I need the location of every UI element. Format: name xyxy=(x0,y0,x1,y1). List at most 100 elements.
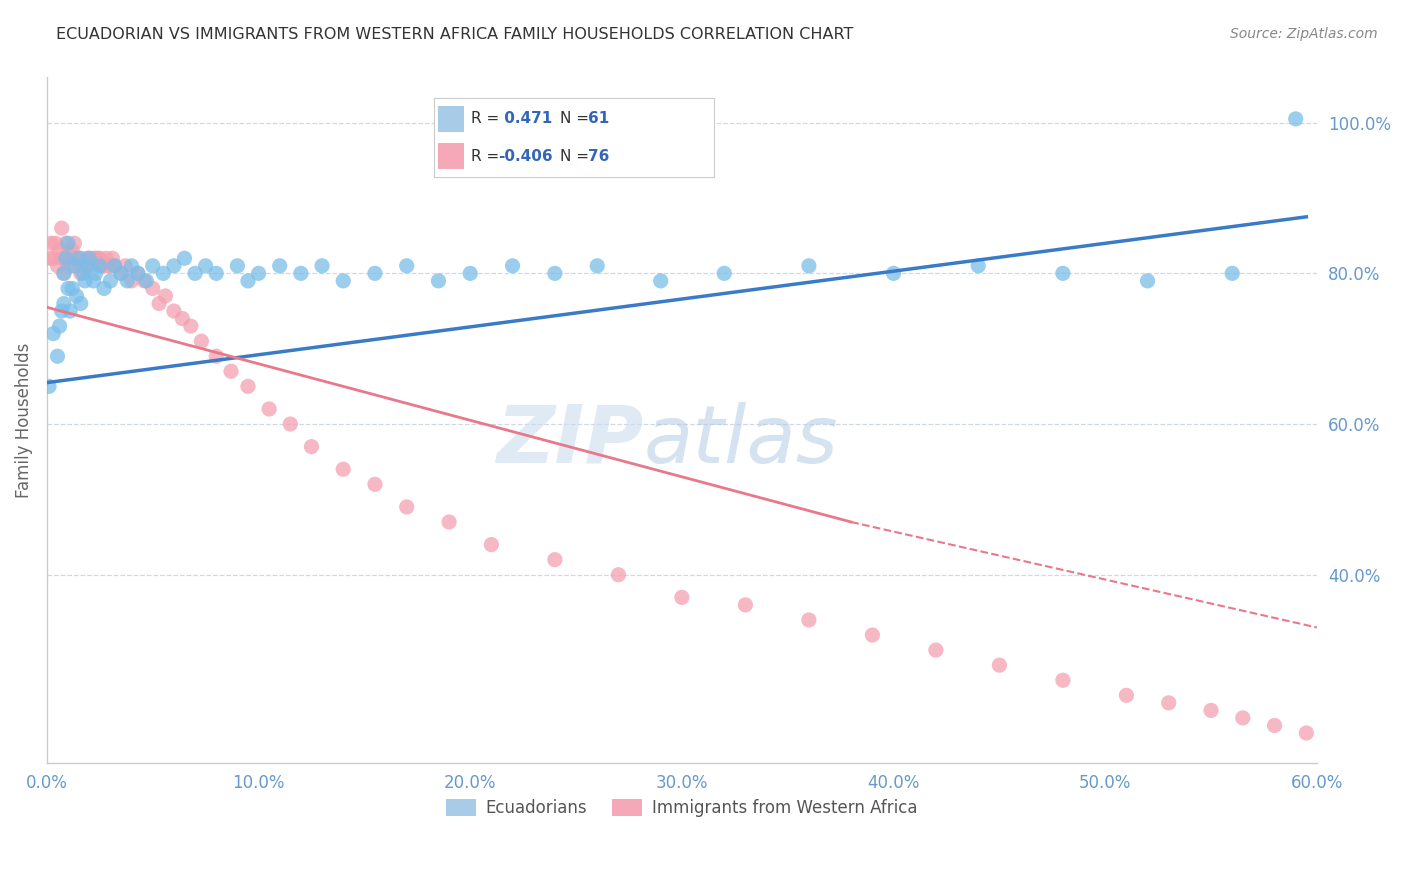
Point xyxy=(1136,274,1159,288)
Point xyxy=(226,259,249,273)
Point xyxy=(104,259,127,273)
Point xyxy=(42,326,65,341)
Point xyxy=(194,259,217,273)
Point xyxy=(395,500,418,514)
Point xyxy=(48,244,70,258)
Point xyxy=(1220,266,1243,280)
Point xyxy=(142,259,165,273)
Point xyxy=(127,266,149,280)
Point xyxy=(437,515,460,529)
Point xyxy=(42,252,65,266)
Point xyxy=(46,259,69,273)
Point xyxy=(67,252,90,266)
Point xyxy=(607,567,630,582)
Legend: Ecuadorians, Immigrants from Western Africa: Ecuadorians, Immigrants from Western Afr… xyxy=(439,792,925,823)
Point xyxy=(1264,718,1286,732)
Point xyxy=(101,252,124,266)
Point xyxy=(586,259,609,273)
Point xyxy=(48,319,70,334)
Point xyxy=(51,252,73,266)
Point xyxy=(72,266,94,280)
Point xyxy=(65,289,87,303)
Point xyxy=(55,236,77,251)
Point xyxy=(51,304,73,318)
Point xyxy=(104,259,127,273)
Point xyxy=(1199,703,1222,717)
Point xyxy=(671,591,693,605)
Point xyxy=(55,252,77,266)
Point xyxy=(1232,711,1254,725)
Point xyxy=(163,304,186,318)
Point xyxy=(59,304,82,318)
Point xyxy=(290,266,312,280)
Point xyxy=(100,259,122,273)
Point xyxy=(97,259,120,273)
Point xyxy=(69,296,91,310)
Point xyxy=(114,259,136,273)
Point xyxy=(135,274,157,288)
Point xyxy=(205,349,228,363)
Text: Source: ZipAtlas.com: Source: ZipAtlas.com xyxy=(1230,27,1378,41)
Point xyxy=(173,252,195,266)
Point xyxy=(1157,696,1180,710)
Point xyxy=(73,259,96,273)
Point xyxy=(797,259,820,273)
Point xyxy=(86,252,108,266)
Point xyxy=(56,244,79,258)
Point xyxy=(65,252,87,266)
Point xyxy=(925,643,948,657)
Point xyxy=(44,236,66,251)
Point xyxy=(52,266,75,280)
Point xyxy=(93,259,115,273)
Point xyxy=(502,259,524,273)
Point xyxy=(39,236,62,251)
Point xyxy=(127,266,149,280)
Point xyxy=(52,266,75,280)
Point xyxy=(988,658,1011,673)
Point xyxy=(544,266,567,280)
Point xyxy=(60,244,83,258)
Point xyxy=(100,274,122,288)
Point xyxy=(458,266,481,280)
Point xyxy=(52,296,75,310)
Point xyxy=(110,266,132,280)
Point xyxy=(60,259,83,273)
Point xyxy=(257,402,280,417)
Point xyxy=(38,379,60,393)
Point xyxy=(56,259,79,273)
Point xyxy=(301,440,323,454)
Point xyxy=(76,252,98,266)
Point xyxy=(205,266,228,280)
Point xyxy=(236,274,259,288)
Text: atlas: atlas xyxy=(644,402,838,480)
Point xyxy=(713,266,735,280)
Point xyxy=(93,281,115,295)
Point xyxy=(1295,726,1317,740)
Point xyxy=(152,266,174,280)
Point xyxy=(121,259,143,273)
Point xyxy=(63,236,86,251)
Point xyxy=(1285,112,1308,126)
Point xyxy=(89,259,111,273)
Point xyxy=(59,252,82,266)
Point xyxy=(117,274,139,288)
Point xyxy=(142,281,165,295)
Point xyxy=(89,252,111,266)
Point xyxy=(134,274,156,288)
Point xyxy=(72,259,94,273)
Point xyxy=(311,259,333,273)
Point xyxy=(38,252,60,266)
Y-axis label: Family Households: Family Households xyxy=(15,343,32,498)
Point xyxy=(278,417,301,431)
Point xyxy=(172,311,194,326)
Point xyxy=(1052,673,1074,688)
Point xyxy=(77,252,100,266)
Point xyxy=(544,552,567,566)
Point xyxy=(76,259,98,273)
Point xyxy=(1115,688,1137,702)
Point xyxy=(84,266,107,280)
Point xyxy=(56,236,79,251)
Point xyxy=(55,252,77,266)
Point xyxy=(219,364,242,378)
Point xyxy=(332,462,354,476)
